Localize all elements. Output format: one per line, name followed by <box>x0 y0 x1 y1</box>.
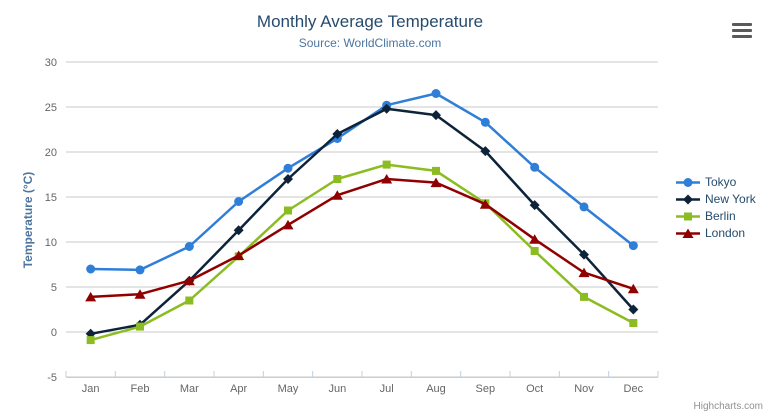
x-tick-label: Aug <box>426 383 446 395</box>
data-point-london-feb[interactable] <box>134 289 146 299</box>
y-tick-label: -5 <box>47 372 57 384</box>
data-point-new-york-aug[interactable] <box>431 110 441 121</box>
data-point-london-dec[interactable] <box>627 283 639 294</box>
series-line-tokyo <box>89 92 635 272</box>
export-menu-button[interactable] <box>730 19 754 41</box>
data-point-london-apr[interactable] <box>233 250 245 261</box>
data-point-new-york-dec[interactable] <box>628 304 639 315</box>
x-tick-label: Apr <box>230 383 247 395</box>
y-tick-label: 15 <box>45 192 57 204</box>
credits-link[interactable]: Highcharts.com <box>693 401 763 412</box>
data-point-tokyo-oct[interactable] <box>530 162 540 172</box>
data-point-new-york-nov[interactable] <box>579 249 589 260</box>
data-point-tokyo-dec[interactable] <box>628 241 638 251</box>
series-line-new-york <box>89 107 635 336</box>
data-point-london-nov[interactable] <box>578 267 590 278</box>
data-point-london-sep[interactable] <box>479 199 491 209</box>
x-tick-label: Sep <box>476 383 496 395</box>
x-tick-label: Jul <box>380 383 394 395</box>
data-point-new-york-oct[interactable] <box>529 200 540 211</box>
y-tick-label: 20 <box>45 147 57 159</box>
legend: Tokyo New York Berlin London <box>676 176 756 240</box>
y-tick-label: 25 <box>45 102 57 114</box>
data-point-tokyo-mar[interactable] <box>184 242 194 251</box>
data-point-berlin-may[interactable] <box>284 206 292 215</box>
data-point-berlin-jun[interactable] <box>333 175 342 183</box>
chart-title: Monthly Average Temperature <box>256 12 484 31</box>
y-axis-title: Temperature (°C) <box>21 171 35 269</box>
data-point-berlin-nov[interactable] <box>580 292 588 301</box>
data-point-new-york-may[interactable] <box>283 174 293 184</box>
data-point-new-york-sep[interactable] <box>480 146 491 157</box>
data-point-tokyo-aug[interactable] <box>431 89 441 98</box>
data-point-tokyo-sep[interactable] <box>480 117 490 127</box>
x-tick-label: Oct <box>526 383 543 395</box>
data-point-berlin-feb[interactable] <box>136 322 144 331</box>
x-tick-label: Nov <box>574 383 594 395</box>
y-tick-label: 30 <box>45 57 57 69</box>
x-tick-label: Dec <box>624 383 644 395</box>
data-point-london-jun[interactable] <box>331 190 343 200</box>
data-point-london-aug[interactable] <box>430 177 442 188</box>
diamond-series-marker-icon <box>676 194 700 205</box>
x-tick-label: Mar <box>180 383 199 395</box>
data-point-new-york-apr[interactable] <box>233 225 244 236</box>
square-series-marker-icon <box>676 212 700 221</box>
data-point-new-york-jul[interactable] <box>381 103 392 114</box>
legend-label: Tokyo <box>705 175 737 189</box>
x-tick-label: Feb <box>131 383 150 395</box>
hamburger-icon <box>732 34 752 38</box>
legend-label: New York <box>705 192 756 206</box>
data-point-london-oct[interactable] <box>529 234 541 244</box>
hamburger-icon <box>732 28 752 32</box>
data-point-berlin-jul[interactable] <box>382 160 391 169</box>
data-point-tokyo-jan[interactable] <box>86 264 96 274</box>
y-tick-label: 10 <box>45 237 57 249</box>
x-tick-label: Jan <box>82 383 100 395</box>
legend-label: Berlin <box>705 209 736 223</box>
data-point-tokyo-may[interactable] <box>283 163 293 173</box>
data-point-london-jul[interactable] <box>381 174 393 184</box>
y-tick-label: 0 <box>51 327 57 339</box>
data-point-tokyo-feb[interactable] <box>135 265 145 275</box>
data-point-tokyo-nov[interactable] <box>579 202 589 212</box>
data-point-london-jan[interactable] <box>85 291 97 302</box>
series-line-london <box>89 177 635 299</box>
legend-item-new-york[interactable]: New York <box>676 193 756 206</box>
legend-item-london[interactable]: London <box>676 227 756 240</box>
data-point-berlin-dec[interactable] <box>629 319 638 327</box>
x-tick-label: Jun <box>328 383 346 395</box>
circle-series-marker-icon <box>676 178 700 187</box>
data-point-london-may[interactable] <box>282 219 294 230</box>
data-point-berlin-oct[interactable] <box>530 247 539 255</box>
x-tick-label: May <box>278 383 299 395</box>
series-line-berlin <box>89 163 635 342</box>
y-tick-label: 5 <box>51 282 57 294</box>
data-point-london-mar[interactable] <box>183 275 195 286</box>
legend-item-berlin[interactable]: Berlin <box>676 210 756 223</box>
data-point-new-york-jun[interactable] <box>332 129 343 139</box>
hamburger-icon <box>732 22 752 26</box>
legend-item-tokyo[interactable]: Tokyo <box>676 176 756 189</box>
legend-label: London <box>705 226 746 240</box>
data-point-berlin-jan[interactable] <box>86 336 95 345</box>
chart-subtitle: Source: WorldClimate.com <box>298 36 442 50</box>
data-point-berlin-mar[interactable] <box>185 296 194 305</box>
triangle-series-marker-icon <box>676 228 700 238</box>
data-point-tokyo-apr[interactable] <box>234 197 244 206</box>
data-point-berlin-aug[interactable] <box>432 166 440 175</box>
